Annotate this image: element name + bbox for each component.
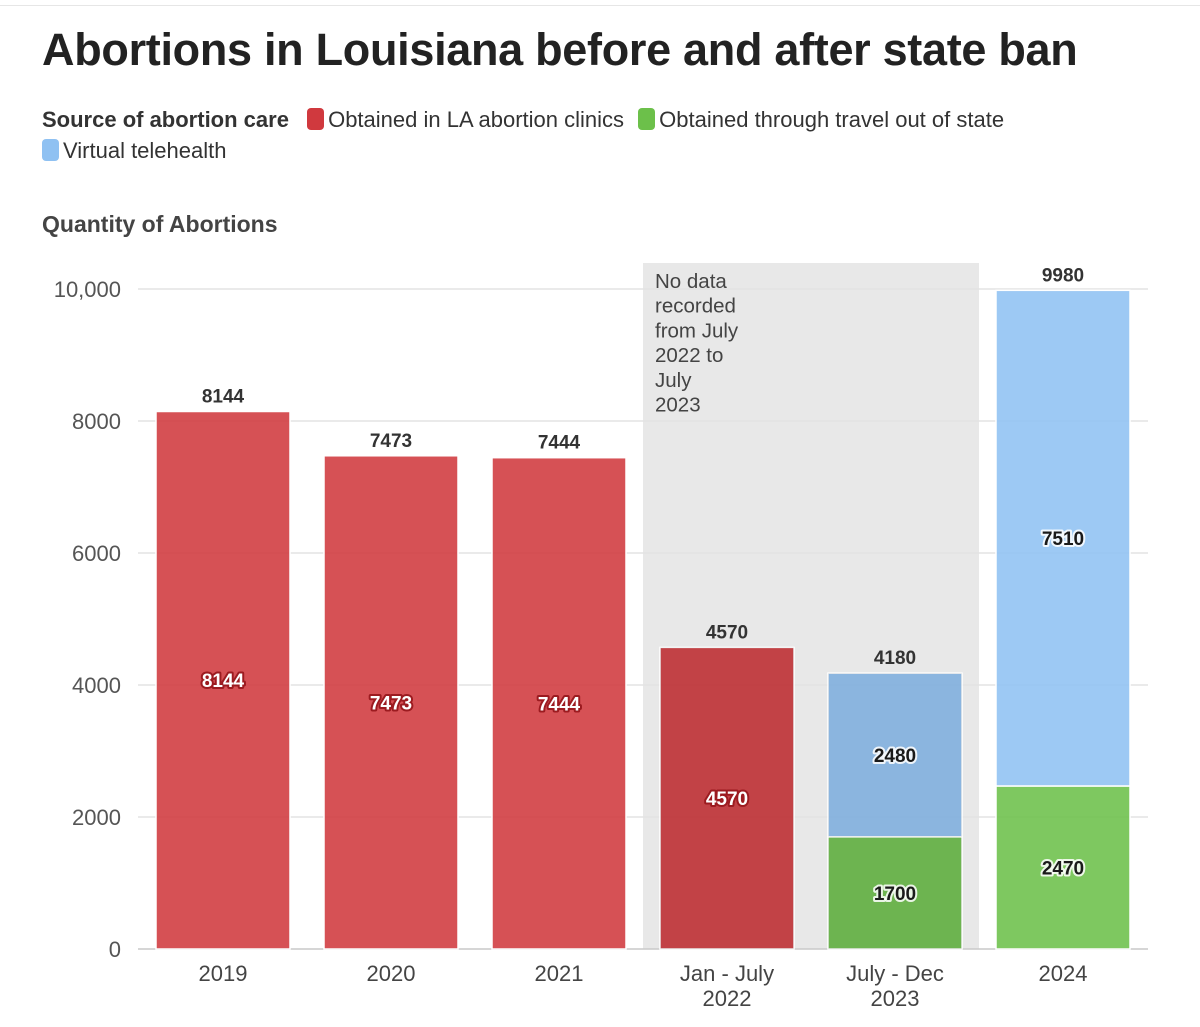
bar-travel <box>827 836 963 950</box>
bar-total-label: 8144 <box>202 386 245 407</box>
legend-label-travel: Obtained through travel out of state <box>659 107 1005 132</box>
segment-value-label: 8144 <box>202 671 245 692</box>
bar-clinics <box>323 455 459 950</box>
legend-item-travel[interactable]: Obtained through travel out of state <box>638 104 1004 135</box>
legend-swatch-clinics <box>307 108 325 130</box>
top-rule <box>0 5 1200 6</box>
x-tick-label: 2022 <box>703 986 752 1011</box>
bar-shade-overlay <box>828 836 962 949</box>
annotation-line: 2022 to <box>655 344 723 367</box>
bar-telehealth <box>827 672 963 838</box>
x-tick-label: 2020 <box>367 961 416 986</box>
y-tick-label: 4000 <box>72 673 121 698</box>
legend-swatch-telehealth <box>42 139 59 161</box>
annotation-line: July <box>655 369 692 392</box>
legend-heading: Source of abortion care <box>42 107 289 132</box>
x-tick-label: July - Dec <box>846 961 944 986</box>
legend: Source of abortion care Obtained in LA a… <box>42 104 1162 166</box>
segment-value-label: 4570 <box>706 789 748 810</box>
bar-total-label: 7444 <box>538 433 581 454</box>
y-tick-label: 6000 <box>72 541 121 566</box>
bar-clinics <box>491 456 627 950</box>
legend-label-clinics: Obtained in LA abortion clinics <box>328 107 625 132</box>
legend-swatch-travel <box>638 108 656 130</box>
legend-item-telehealth[interactable]: Virtual telehealth <box>42 135 227 166</box>
bar-clinics <box>659 646 795 950</box>
segment-value-label: 1700 <box>874 884 916 905</box>
segment-value-label: 2470 <box>1042 858 1084 879</box>
y-tick-label: 10,000 <box>54 277 121 302</box>
bar-shade-overlay <box>828 673 962 837</box>
bar-total-label: 4180 <box>874 648 916 669</box>
x-tick-label: 2024 <box>1039 961 1088 986</box>
x-tick-label: 2021 <box>535 961 584 986</box>
annotation-line: No data <box>655 270 727 293</box>
x-tick-label: 2023 <box>871 986 920 1011</box>
y-axis-title: Quantity of Abortions <box>42 211 278 237</box>
bar-clinics <box>155 410 291 950</box>
annotation-line: 2023 <box>655 394 701 417</box>
segment-value-label: 7444 <box>538 694 581 715</box>
bar-telehealth <box>995 289 1131 787</box>
segment-value-label: 7473 <box>370 693 412 714</box>
segment-value-label: 2480 <box>874 746 916 767</box>
legend-item-clinics[interactable]: Obtained in LA abortion clinics <box>307 104 624 135</box>
y-tick-label: 0 <box>109 937 121 962</box>
chart-title: Abortions in Louisiana before and after … <box>42 24 1078 75</box>
bar-shade-overlay <box>660 647 794 949</box>
annotation-line: from July <box>655 319 739 342</box>
annotation-line: recorded <box>655 295 736 318</box>
legend-label-telehealth: Virtual telehealth <box>63 138 227 163</box>
bar-total-label: 4570 <box>706 622 748 643</box>
bar-total-label: 7473 <box>370 431 412 452</box>
bar-total-label: 9980 <box>1042 265 1084 286</box>
x-tick-label: 2019 <box>199 961 248 986</box>
y-tick-label: 2000 <box>72 805 121 830</box>
segment-value-label: 7510 <box>1042 529 1084 550</box>
x-tick-label: Jan - July <box>680 961 774 986</box>
y-tick-label: 8000 <box>72 409 121 434</box>
